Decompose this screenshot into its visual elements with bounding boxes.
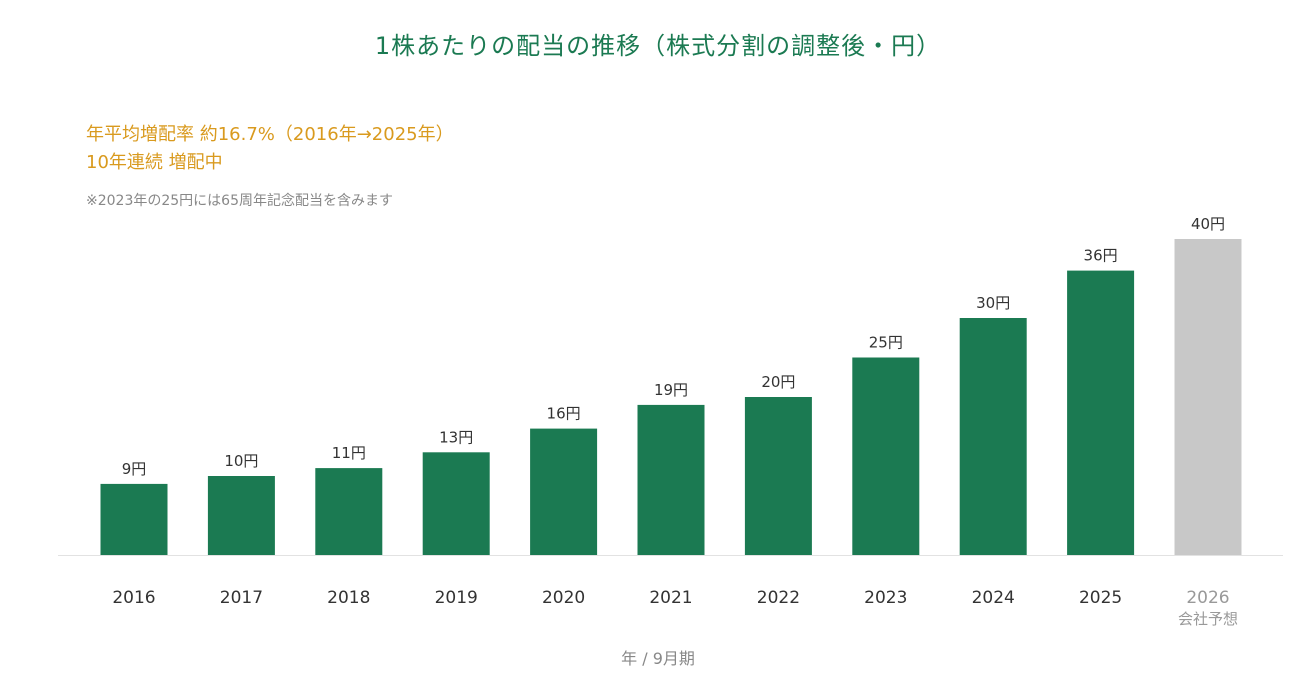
streak-highlight: 10年連続 増配中 [86, 152, 223, 173]
x-tick-label: 2020 [542, 588, 585, 608]
bar [100, 483, 168, 555]
x-tick-label: 2021 [649, 588, 692, 608]
bar [744, 397, 812, 555]
footnote: ※2023年の25円には65周年記念配当を含みます [86, 193, 393, 209]
bar-value-label: 19円 [654, 381, 688, 399]
bar-value-label: 13円 [439, 428, 473, 446]
bar-value-label: 16円 [547, 405, 581, 423]
x-tick-label: 2024 [972, 588, 1015, 608]
chart-title: 1株あたりの配当の推移（株式分割の調整後・円） [374, 32, 942, 60]
bar-value-label: 9円 [122, 460, 147, 478]
bar [959, 318, 1027, 555]
forecast-sublabel: 会社予想 [1178, 610, 1238, 628]
forecast-bar [1174, 239, 1242, 555]
bar [637, 404, 705, 555]
x-tick-label: 2018 [327, 588, 370, 608]
x-tick-label: 2019 [435, 588, 478, 608]
x-tick-label: 2017 [220, 588, 263, 608]
bar-value-label: 36円 [1084, 247, 1118, 265]
bar [315, 468, 383, 555]
bar [207, 476, 275, 555]
bar-value-label: 10円 [224, 452, 258, 470]
x-tick-label: 2026 [1186, 588, 1229, 608]
x-tick-label: 2016 [112, 588, 155, 608]
bar [530, 428, 598, 555]
bar-value-label: 30円 [976, 294, 1010, 312]
x-tick-label: 2025 [1079, 588, 1122, 608]
cagr-highlight: 年平均増配率 約16.7%（2016年→2025年） [86, 124, 454, 145]
bar [852, 357, 920, 555]
bar-value-label: 25円 [869, 334, 903, 352]
bar [422, 452, 490, 555]
bar [1067, 270, 1135, 555]
bar-value-label: 11円 [332, 444, 366, 462]
x-tick-label: 2022 [757, 588, 800, 608]
x-axis-label: 年 / 9月期 [621, 649, 695, 668]
bar-value-label: 40円 [1191, 215, 1225, 233]
x-tick-label: 2023 [864, 588, 907, 608]
bar-value-label: 20円 [761, 373, 795, 391]
